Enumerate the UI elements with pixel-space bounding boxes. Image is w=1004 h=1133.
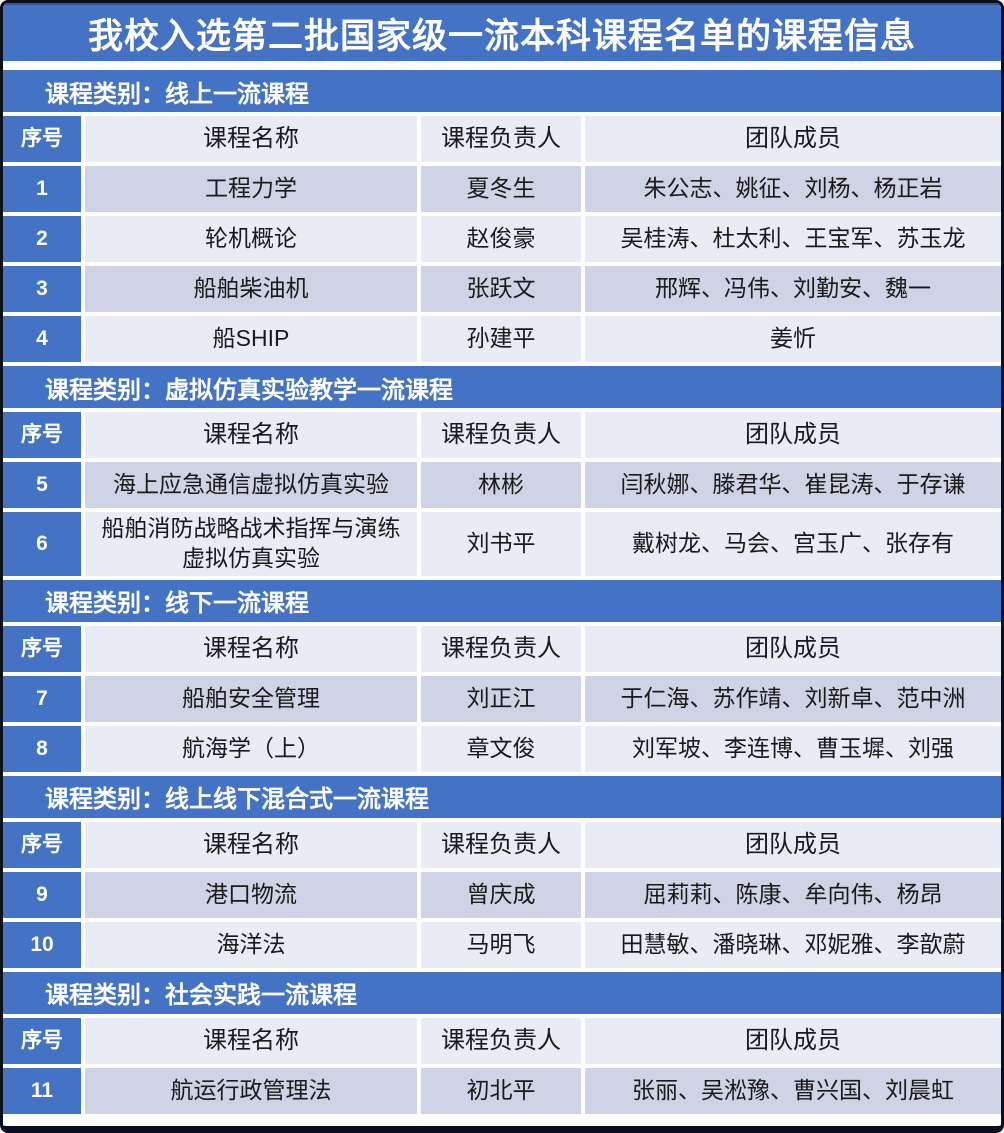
course-name-cell: 轮机概论	[85, 216, 417, 262]
course-name-cell: 工程力学	[85, 166, 417, 212]
section-category-label: 课程类别：虚拟仿真实验教学一流课程	[45, 376, 453, 404]
course-name-cell: 船SHIP	[85, 316, 417, 362]
team-cell: 屈莉莉、陈康、牟向伟、杨昂	[585, 871, 1001, 918]
col-header-leader: 课程负责人	[421, 625, 581, 672]
col-header-team: 团队成员	[585, 821, 1001, 868]
col-header-course: 课程名称	[85, 116, 417, 162]
section-category-label: 课程类别：社会实践一流课程	[45, 982, 357, 1010]
course-name-cell: 航运行政管理法	[85, 1067, 417, 1114]
course-name-cell: 船舶柴油机	[85, 266, 417, 312]
row-number-cell: 10	[3, 921, 81, 968]
section-category-label: 课程类别：线上线下混合式一流课程	[45, 786, 429, 814]
col-header-course: 课程名称	[85, 1017, 417, 1064]
section-category-bar: 课程类别：线下一流课程	[3, 579, 1001, 622]
col-header-leader: 课程负责人	[421, 116, 581, 162]
course-name-cell: 船舶安全管理	[85, 675, 417, 722]
row-number-cell: 6	[3, 512, 81, 576]
section-category-label: 课程类别：线上一流课程	[45, 80, 309, 108]
team-cell: 姜忻	[585, 316, 1001, 362]
col-header-course: 课程名称	[85, 821, 417, 868]
section-category-bar: 课程类别：线上一流课程	[3, 70, 1001, 112]
course-name-cell: 海洋法	[85, 921, 417, 968]
course-name-cell: 港口物流	[85, 871, 417, 918]
col-header-leader: 课程负责人	[421, 412, 581, 458]
course-name-cell: 航海学（上）	[85, 725, 417, 772]
row-number-cell: 2	[3, 216, 81, 262]
section-table-grid: 序号 课程名称 课程负责人 团队成员 1 工程力学 夏冬生 朱公志、姚征、刘杨、杨正岩 2 轮机概…	[3, 116, 1001, 362]
team-cell: 张丽、吴淞豫、曹兴国、刘晨虹	[585, 1067, 1001, 1114]
section-category-bar: 课程类别：虚拟仿真实验教学一流课程	[3, 366, 1001, 408]
col-header-team: 团队成员	[585, 116, 1001, 162]
col-header-no: 序号	[3, 821, 81, 868]
team-cell: 于仁海、苏作靖、刘新卓、范中洲	[585, 675, 1001, 722]
col-header-no: 序号	[3, 116, 81, 162]
team-cell: 戴树龙、马会、宫玉广、张存有	[585, 512, 1001, 576]
row-number-cell: 5	[3, 462, 81, 508]
team-cell: 邢辉、冯伟、刘勤安、魏一	[585, 266, 1001, 312]
col-header-no: 序号	[3, 625, 81, 672]
row-number-cell: 8	[3, 725, 81, 772]
row-number-cell: 1	[3, 166, 81, 212]
course-name-cell: 海上应急通信虚拟仿真实验	[85, 462, 417, 508]
leader-cell: 刘书平	[421, 512, 581, 576]
col-header-leader: 课程负责人	[421, 1017, 581, 1064]
leader-cell: 林彬	[421, 462, 581, 508]
team-cell: 吴桂涛、杜太利、王宝军、苏玉龙	[585, 216, 1001, 262]
leader-cell: 孙建平	[421, 316, 581, 362]
row-number-cell: 4	[3, 316, 81, 362]
col-header-no: 序号	[3, 1017, 81, 1064]
col-header-team: 团队成员	[585, 1017, 1001, 1064]
course-name-cell: 船舶消防战略战术指挥与演练虚拟仿真实验	[85, 512, 417, 576]
page-title: 我校入选第二批国家级一流本科课程名单的课程信息	[3, 3, 1001, 61]
leader-cell: 马明飞	[421, 921, 581, 968]
row-number-cell: 3	[3, 266, 81, 312]
team-cell: 闫秋娜、滕君华、崔昆涛、于存谦	[585, 462, 1001, 508]
col-header-course: 课程名称	[85, 412, 417, 458]
row-number-cell: 7	[3, 675, 81, 722]
section-table-grid: 序号 课程名称 课程负责人 团队成员 9 港口物流 曾庆成 屈莉莉、陈康、牟向伟、杨昂 10 海洋…	[3, 821, 1001, 968]
col-header-team: 团队成员	[585, 625, 1001, 672]
section-table-grid: 序号 课程名称 课程负责人 团队成员 5 海上应急通信虚拟仿真实验 林彬 闫秋娜、滕君华、崔昆…	[3, 412, 1001, 576]
leader-cell: 曾庆成	[421, 871, 581, 918]
section-category-label: 课程类别：线下一流课程	[45, 590, 309, 618]
leader-cell: 张跃文	[421, 266, 581, 312]
section-table-grid: 序号 课程名称 课程负责人 团队成员 7 船舶安全管理 刘正江 于仁海、苏作靖、刘新卓、范中洲…	[3, 625, 1001, 772]
section-category-bar: 课程类别：社会实践一流课程	[3, 971, 1001, 1014]
leader-cell: 夏冬生	[421, 166, 581, 212]
section-category-bar: 课程类别：线上线下混合式一流课程	[3, 775, 1001, 818]
team-cell: 朱公志、姚征、刘杨、杨正岩	[585, 166, 1001, 212]
course-table: 课程类别：线上一流课程 序号 课程名称 课程负责人 团队成员 1 工程力学 夏冬生 朱公志、姚征…	[3, 66, 1001, 1114]
row-number-cell: 9	[3, 871, 81, 918]
col-header-no: 序号	[3, 412, 81, 458]
leader-cell: 刘正江	[421, 675, 581, 722]
leader-cell: 初北平	[421, 1067, 581, 1114]
leader-cell: 赵俊豪	[421, 216, 581, 262]
leader-cell: 章文俊	[421, 725, 581, 772]
team-cell: 田慧敏、潘晓琳、邓妮雅、李歆蔚	[585, 921, 1001, 968]
section-table-grid: 序号 课程名称 课程负责人 团队成员 11 航运行政管理法 初北平 张丽、吴淞豫、曹兴国、刘晨…	[3, 1017, 1001, 1114]
col-header-leader: 课程负责人	[421, 821, 581, 868]
col-header-course: 课程名称	[85, 625, 417, 672]
row-number-cell: 11	[3, 1067, 81, 1114]
team-cell: 刘军坡、李连博、曹玉墀、刘强	[585, 725, 1001, 772]
col-header-team: 团队成员	[585, 412, 1001, 458]
